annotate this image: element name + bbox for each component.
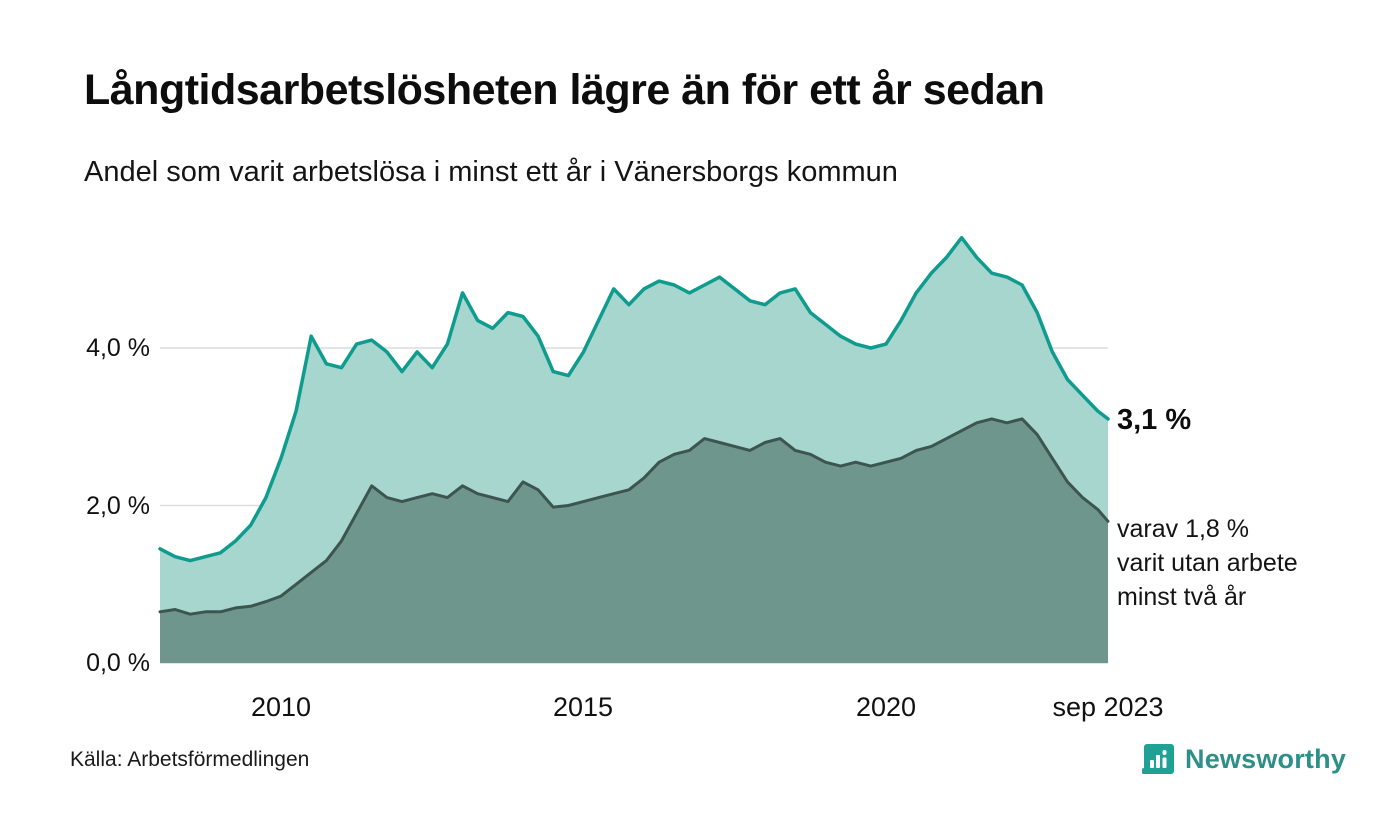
source-credit: Källa: Arbetsförmedlingen <box>70 748 310 771</box>
x-axis-tick-label: 2015 <box>552 692 614 722</box>
newsworthy-brand: Newsworthy <box>1142 742 1346 776</box>
latest-value-label: 3,1 % <box>1117 404 1192 436</box>
y-axis-tick-label: 4,0 % <box>86 334 150 362</box>
y-axis-tick-label: 2,0 % <box>86 491 150 520</box>
y-axis-tick-label: 0,0 % <box>86 649 150 677</box>
newsworthy-logo-icon <box>1142 742 1176 776</box>
x-axis-tick-label: 2020 <box>855 692 917 722</box>
x-axis-tick-label: sep 2023 <box>1052 692 1164 722</box>
two-year-note-line: minst två år <box>1117 583 1247 611</box>
newsworthy-brand-text: Newsworthy <box>1185 743 1347 774</box>
x-axis-tick-label: 2010 <box>250 692 312 722</box>
two-year-note-line: varav 1,8 % <box>1117 515 1250 543</box>
chart-subtitle: Andel som varit arbetslösa i minst ett å… <box>84 156 898 188</box>
two-year-note: varav 1,8 % varit utan arbete minst två … <box>1117 512 1298 614</box>
chart-title: Långtidsarbetslösheten lägre än för ett … <box>84 66 1045 114</box>
two-year-note-line: varit utan arbete <box>1117 549 1298 577</box>
